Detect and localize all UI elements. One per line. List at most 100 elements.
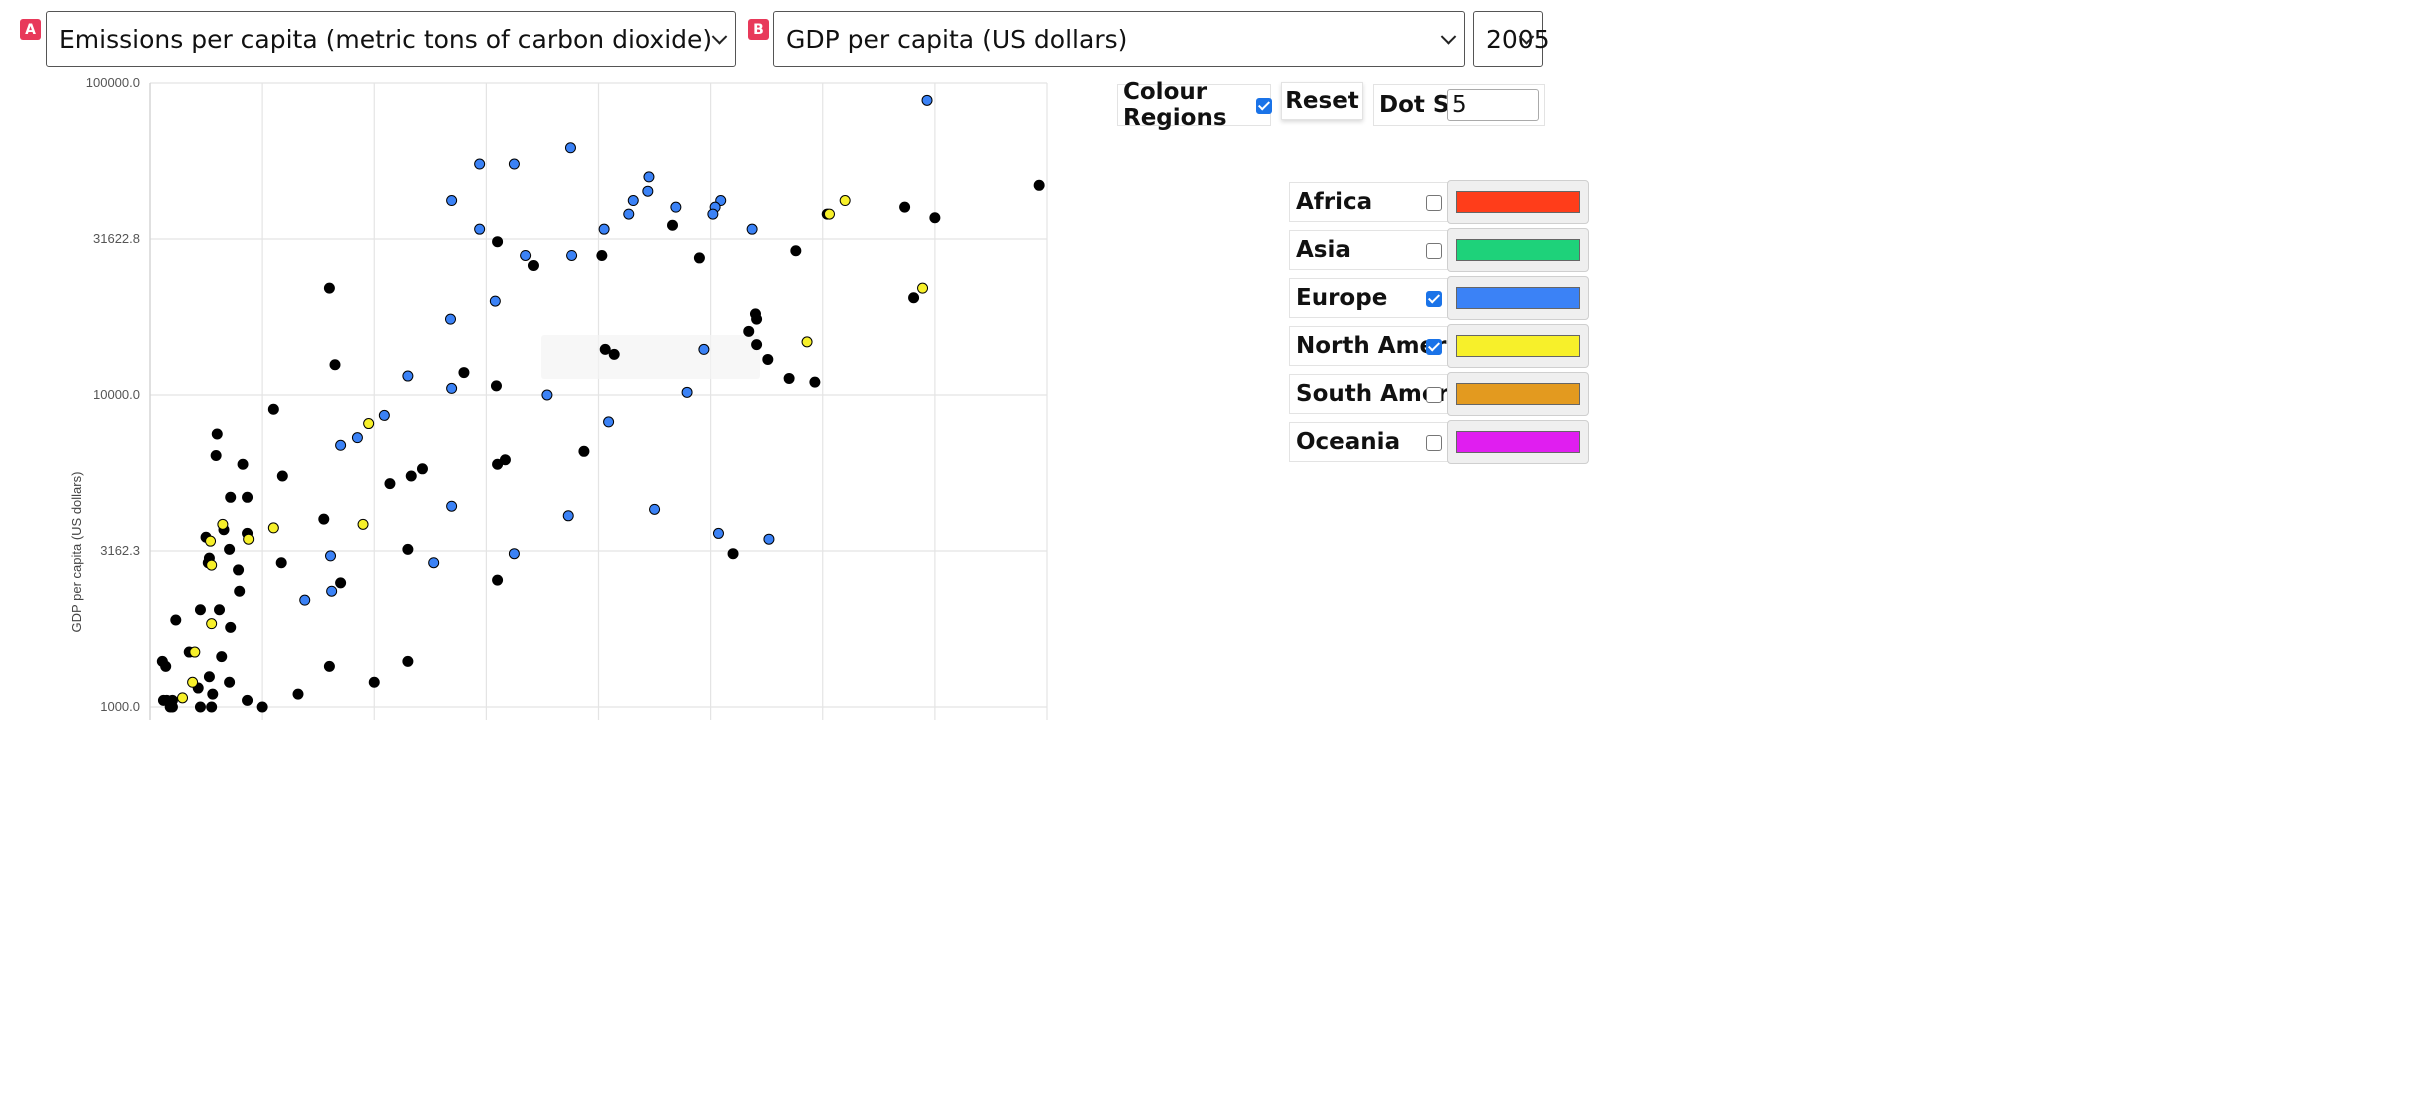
data-point-europe[interactable] xyxy=(623,208,635,220)
data-point-other[interactable] xyxy=(751,313,763,325)
data-point-europe[interactable] xyxy=(627,195,639,207)
data-point-other[interactable] xyxy=(275,557,287,569)
data-point-other[interactable] xyxy=(160,660,172,672)
data-point-other[interactable] xyxy=(225,491,237,503)
data-point-europe[interactable] xyxy=(444,313,456,325)
data-point-other[interactable] xyxy=(276,470,288,482)
data-point-other[interactable] xyxy=(492,458,504,470)
data-point-other[interactable] xyxy=(256,701,268,713)
data-point-other[interactable] xyxy=(210,449,222,461)
data-point-other[interactable] xyxy=(234,585,246,597)
data-point-other[interactable] xyxy=(405,470,417,482)
data-point-other[interactable] xyxy=(170,614,182,626)
data-point-other[interactable] xyxy=(490,380,502,392)
data-point-other[interactable] xyxy=(323,282,335,294)
legend-checkbox[interactable] xyxy=(1426,195,1442,211)
data-point-other[interactable] xyxy=(323,660,335,672)
data-point-other[interactable] xyxy=(292,688,304,700)
data-point-north-america[interactable] xyxy=(189,646,201,658)
data-point-north-america[interactable] xyxy=(206,559,218,571)
data-point-other[interactable] xyxy=(242,694,254,706)
data-point-other[interactable] xyxy=(194,604,206,616)
legend-color-picker[interactable] xyxy=(1447,180,1589,224)
data-point-other[interactable] xyxy=(727,548,739,560)
data-point-europe[interactable] xyxy=(603,416,615,428)
data-point-other[interactable] xyxy=(267,403,279,415)
data-point-europe[interactable] xyxy=(564,142,576,154)
dot-size-input[interactable]: 5 xyxy=(1447,89,1539,121)
data-point-europe[interactable] xyxy=(325,550,337,562)
legend-color-picker[interactable] xyxy=(1447,228,1589,272)
data-point-other[interactable] xyxy=(207,688,219,700)
data-point-europe[interactable] xyxy=(428,557,440,569)
data-point-europe[interactable] xyxy=(335,439,347,451)
data-point-north-america[interactable] xyxy=(177,692,189,704)
data-point-other[interactable] xyxy=(402,543,414,555)
data-point-other[interactable] xyxy=(416,463,428,475)
data-point-other[interactable] xyxy=(224,543,236,555)
data-point-other[interactable] xyxy=(224,676,236,688)
data-point-other[interactable] xyxy=(335,577,347,589)
data-point-europe[interactable] xyxy=(707,208,719,220)
data-point-other[interactable] xyxy=(596,249,608,261)
data-point-europe[interactable] xyxy=(299,594,311,606)
data-point-europe[interactable] xyxy=(642,185,654,197)
data-point-europe[interactable] xyxy=(474,223,486,235)
data-point-north-america[interactable] xyxy=(217,518,229,530)
data-point-other[interactable] xyxy=(458,367,470,379)
data-point-north-america[interactable] xyxy=(823,208,835,220)
data-point-europe[interactable] xyxy=(489,295,501,307)
data-point-other[interactable] xyxy=(492,574,504,586)
data-point-europe[interactable] xyxy=(649,503,661,515)
reset-button[interactable]: Reset xyxy=(1281,82,1363,120)
data-point-other[interactable] xyxy=(908,292,920,304)
data-point-europe[interactable] xyxy=(746,223,758,235)
legend-checkbox[interactable] xyxy=(1426,243,1442,259)
data-point-other[interactable] xyxy=(402,655,414,667)
data-point-other[interactable] xyxy=(206,701,218,713)
data-point-north-america[interactable] xyxy=(187,676,199,688)
data-point-europe[interactable] xyxy=(446,382,458,394)
data-point-other[interactable] xyxy=(329,359,341,371)
data-point-europe[interactable] xyxy=(446,500,458,512)
colour-regions-checkbox[interactable] xyxy=(1256,98,1272,114)
data-point-north-america[interactable] xyxy=(206,618,218,630)
data-point-other[interactable] xyxy=(214,604,226,616)
data-point-other[interactable] xyxy=(667,219,679,231)
data-point-other[interactable] xyxy=(384,478,396,490)
data-point-north-america[interactable] xyxy=(801,336,813,348)
data-point-north-america[interactable] xyxy=(839,195,851,207)
data-point-europe[interactable] xyxy=(566,249,578,261)
data-point-europe[interactable] xyxy=(508,158,520,170)
data-point-other[interactable] xyxy=(368,676,380,688)
data-point-other[interactable] xyxy=(599,343,611,355)
data-point-other[interactable] xyxy=(216,651,228,663)
data-point-other[interactable] xyxy=(1033,179,1045,191)
data-point-other[interactable] xyxy=(608,348,620,360)
data-point-other[interactable] xyxy=(318,513,330,525)
legend-checkbox[interactable] xyxy=(1426,291,1442,307)
data-point-europe[interactable] xyxy=(681,386,693,398)
data-point-europe[interactable] xyxy=(698,343,710,355)
year-select[interactable]: 2005 xyxy=(1473,11,1550,67)
data-point-europe[interactable] xyxy=(763,533,775,545)
data-point-other[interactable] xyxy=(194,701,206,713)
data-point-europe[interactable] xyxy=(541,389,553,401)
data-point-europe[interactable] xyxy=(712,527,724,539)
data-point-other[interactable] xyxy=(242,491,254,503)
data-point-europe[interactable] xyxy=(643,171,655,183)
data-point-other[interactable] xyxy=(578,445,590,457)
data-point-other[interactable] xyxy=(783,372,795,384)
data-point-other[interactable] xyxy=(225,621,237,633)
data-point-europe[interactable] xyxy=(351,432,363,444)
data-point-other[interactable] xyxy=(693,252,705,264)
data-point-other[interactable] xyxy=(164,701,176,713)
legend-checkbox[interactable] xyxy=(1426,339,1442,355)
data-point-other[interactable] xyxy=(809,376,821,388)
data-point-other[interactable] xyxy=(762,353,774,365)
data-point-other[interactable] xyxy=(157,694,169,706)
data-point-other[interactable] xyxy=(492,236,504,248)
data-point-europe[interactable] xyxy=(326,585,338,597)
legend-color-picker[interactable] xyxy=(1447,276,1589,320)
data-point-other[interactable] xyxy=(237,458,249,470)
